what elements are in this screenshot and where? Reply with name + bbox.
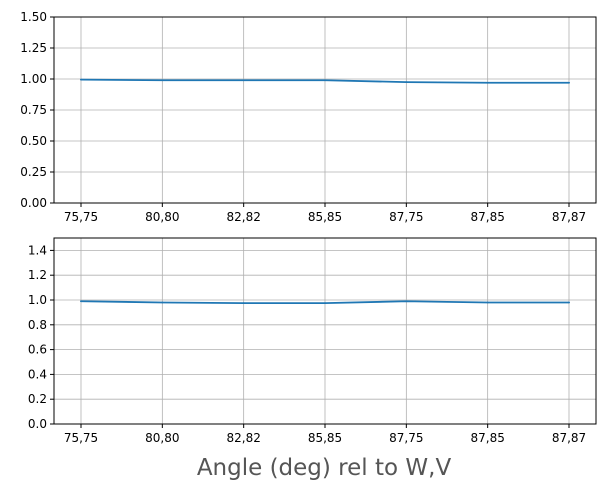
- data-point: [242, 79, 245, 82]
- data-point: [486, 81, 489, 84]
- y-tick-label: 0.8: [28, 318, 47, 332]
- y-tick-label: 1.00: [20, 72, 47, 86]
- y-tick-label: 0.0: [28, 417, 47, 431]
- y-tick-label: 0.6: [28, 343, 47, 357]
- x-tick-label: 80,80: [145, 210, 179, 224]
- y-tick-label: 0.50: [20, 134, 47, 148]
- x-tick-label: 87,85: [470, 431, 504, 445]
- data-point: [80, 78, 82, 81]
- y-tick-label: 1.25: [20, 41, 47, 55]
- x-axis-label: Angle (deg) rel to W,V: [197, 455, 452, 481]
- x-tick-label: 87,75: [389, 431, 423, 445]
- x-tick-label: 75,75: [64, 210, 98, 224]
- bottom-chart: 0.0 0.2 0.4 0.6 0.8 1.0 1.2 1.4 75,75 80,80 82,82 8…: [28, 237, 597, 445]
- data-point: [486, 301, 489, 304]
- data-point: [80, 300, 82, 303]
- data-point: [568, 81, 570, 84]
- y-tick-label: 1.2: [28, 268, 47, 282]
- data-point: [324, 79, 326, 82]
- x-tick-label: 75,75: [64, 431, 98, 445]
- top-chart: 0.00 0.25 0.50 0.75 1.00 1.25 1.50 75,75 80,80 82…: [20, 10, 597, 224]
- data-point: [242, 302, 245, 304]
- x-tick-label: 87,75: [389, 210, 423, 224]
- data-point: [324, 302, 326, 304]
- axes-frame: [53, 16, 597, 204]
- data-point: [161, 79, 164, 82]
- x-tick-label: 85,85: [308, 210, 342, 224]
- y-tick-label: 1.4: [28, 243, 47, 257]
- y-tick-label: 0.4: [28, 367, 47, 381]
- x-tick-label: 80,80: [145, 431, 179, 445]
- y-tick-label: 0.2: [28, 392, 47, 406]
- data-point: [161, 301, 164, 304]
- x-tick-label: 82,82: [226, 210, 260, 224]
- data-point: [405, 81, 408, 83]
- data-point: [568, 301, 570, 304]
- x-tick-label: 87,85: [470, 210, 504, 224]
- y-tick-label: 0.75: [20, 103, 47, 117]
- x-tick-label: 85,85: [308, 431, 342, 445]
- axes-frame: [53, 237, 597, 425]
- x-tick-label: 82,82: [226, 431, 260, 445]
- x-tick-label: 87,87: [552, 431, 586, 445]
- y-tick-label: 1.0: [28, 293, 47, 307]
- y-tick-label: 0.00: [20, 196, 47, 210]
- data-point: [405, 300, 408, 303]
- y-tick-label: 0.25: [20, 165, 47, 179]
- y-tick-label: 1.50: [20, 10, 47, 24]
- x-tick-label: 87,87: [552, 210, 586, 224]
